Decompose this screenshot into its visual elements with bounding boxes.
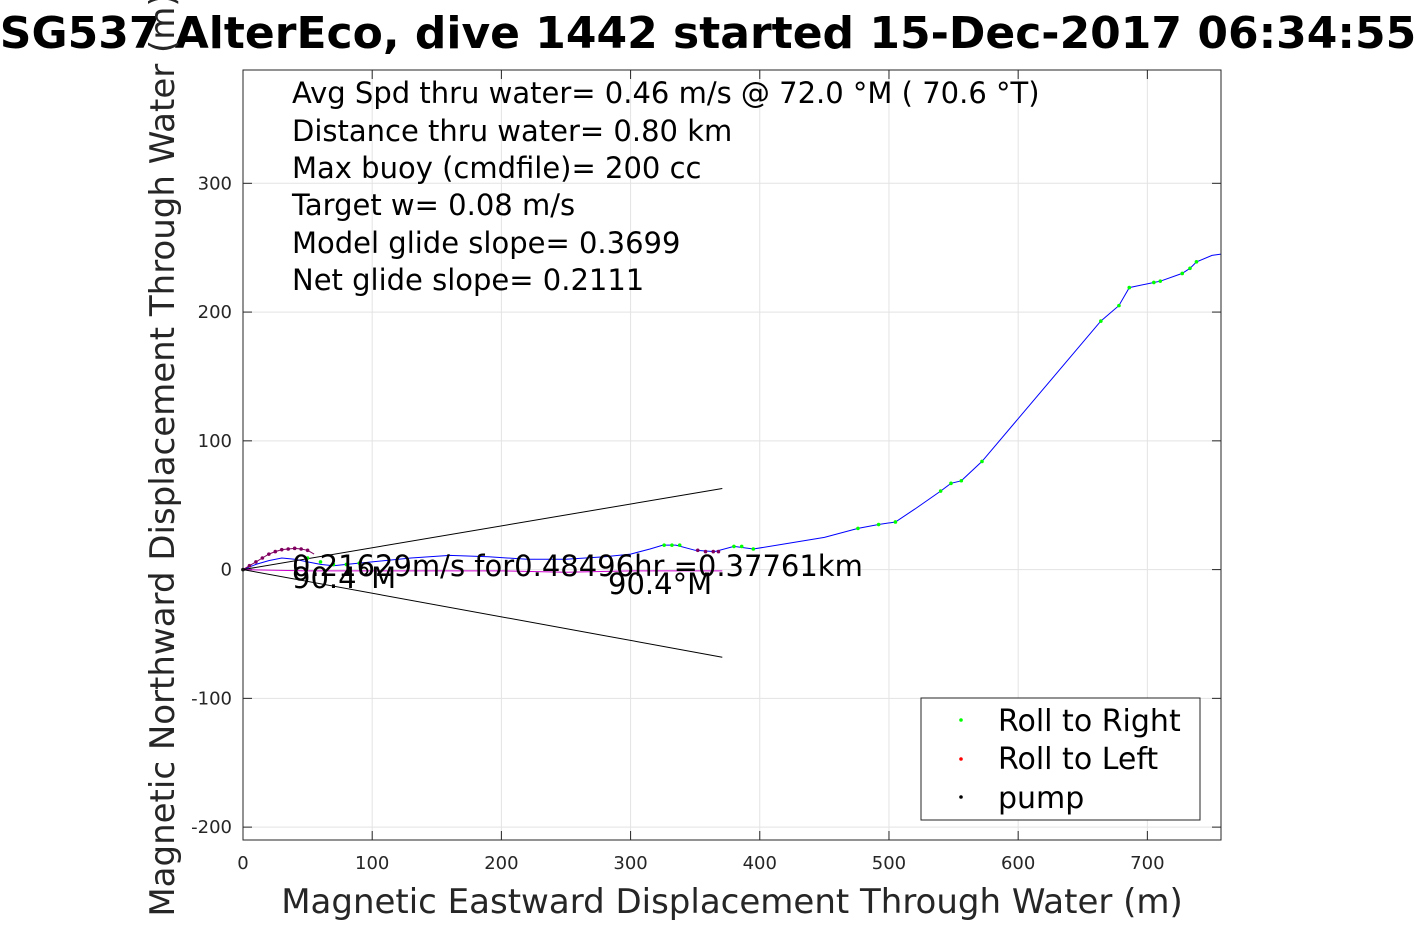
- roll-left-point: [279, 547, 284, 552]
- roll-right-point: [1194, 260, 1199, 264]
- roll-right-point: [1127, 285, 1132, 290]
- series-current: [242, 569, 723, 573]
- roll-left-point: [254, 560, 258, 564]
- roll-right-point: [1188, 266, 1192, 271]
- y-tick-label: 300: [198, 173, 232, 194]
- roll-right-point: [732, 544, 736, 549]
- roll-right-point: [959, 478, 964, 483]
- roll-right-point: [856, 526, 860, 531]
- heading-label-start: 90.4°M: [292, 561, 396, 595]
- roll-right-point: [305, 556, 310, 560]
- legend-marker-pump: [959, 795, 963, 799]
- roll-right-point: [980, 459, 984, 464]
- target-w-text: Target w= 0.08 m/s: [291, 188, 575, 222]
- max-buoy-text: Max buoy (cmdfile)= 200 cc: [292, 151, 701, 185]
- roll-right-point: [893, 520, 898, 524]
- roll-right-point: [344, 562, 349, 567]
- x-tick-label: 300: [613, 853, 647, 874]
- roll-right-point: [677, 543, 682, 547]
- model-glide-slope-text: Model glide slope= 0.3699: [292, 226, 680, 260]
- roll-right-point: [739, 544, 744, 549]
- roll-right-point: [318, 560, 323, 564]
- roll-left-point: [286, 547, 291, 551]
- legend-label-pump: pump: [998, 781, 1084, 816]
- series: [242, 253, 1222, 658]
- roll-left-point: [305, 548, 310, 553]
- roll-right-point: [1117, 303, 1121, 308]
- roll-right-point: [1180, 271, 1185, 276]
- net-glide-slope-text: Net glide slope= 0.2111: [292, 263, 644, 297]
- roll-left-point: [247, 563, 252, 568]
- roll-right-point: [751, 547, 756, 551]
- avg-speed-text: Avg Spd thru water= 0.46 m/s @ 72.0 °M (…: [292, 76, 1040, 110]
- y-tick-label: -200: [191, 817, 232, 838]
- roll-left-point: [695, 548, 700, 553]
- legend: Roll to Right Roll to Left pump: [920, 697, 1201, 821]
- roll-right-point: [1158, 279, 1163, 283]
- roll-right-point: [670, 543, 674, 547]
- series-track: [242, 253, 1222, 571]
- y-tick-label: 200: [198, 302, 232, 323]
- x-axis-label: Magnetic Eastward Displacement Through W…: [281, 882, 1183, 922]
- x-tick-label: 400: [743, 853, 777, 874]
- roll-right-point: [662, 543, 666, 547]
- roll-left-point: [273, 549, 278, 554]
- y-axis-label: Magnetic Northward Displacement Through …: [143, 0, 183, 917]
- roll-right-point: [938, 489, 943, 493]
- x-tick-label: 200: [484, 853, 518, 874]
- distance-text: Distance thru water= 0.80 km: [292, 114, 732, 148]
- x-tick-label: 700: [1130, 853, 1164, 874]
- roll-left-point: [711, 549, 716, 554]
- roll-right-point: [331, 562, 336, 567]
- current-label: 0.21629m/s for0.48496hr =0.37761km: [292, 549, 863, 583]
- series-cone-lower: [242, 569, 723, 658]
- y-tick-label: -100: [191, 688, 232, 709]
- stats-annotations: Avg Spd thru water= 0.46 m/s @ 72.0 °M (…: [291, 76, 1040, 297]
- x-tick-label: 600: [1001, 853, 1035, 874]
- legend-box: [920, 697, 1201, 821]
- x-tick-label: 100: [355, 853, 389, 874]
- legend-label-roll-left: Roll to Left: [998, 742, 1158, 777]
- markers: [241, 260, 1199, 572]
- roll-right-point: [876, 522, 881, 527]
- heading-label-end: 90.4°M: [608, 567, 712, 601]
- roll-right-point: [1152, 280, 1156, 285]
- roll-left-point: [716, 549, 721, 554]
- legend-marker-roll-left: [959, 757, 963, 761]
- series-cone-upper: [242, 488, 723, 571]
- roll-left-point: [703, 549, 708, 554]
- plot-frame: [242, 69, 1222, 841]
- x-tick-label: 0: [237, 853, 248, 874]
- roll-right-point: [1099, 319, 1103, 323]
- roll-right-point: [949, 481, 953, 486]
- axis-ticks: 0 100 200 300 400 500 600 700 -200 -100 0 100 200 300: [191, 70, 1221, 874]
- x-tick-label: 500: [872, 853, 906, 874]
- legend-label-roll-right: Roll to Right: [998, 704, 1181, 739]
- roll-left-point: [299, 547, 303, 551]
- chart-title: SG537 AlterEco, dive 1442 started 15-Dec…: [0, 8, 1416, 59]
- roll-left-point: [292, 546, 297, 551]
- roll-left-point: [267, 552, 271, 556]
- y-tick-label: 0: [221, 560, 232, 581]
- y-tick-label: 100: [198, 431, 232, 452]
- roll-left-point: [260, 556, 265, 560]
- roll-right-point: [357, 561, 362, 565]
- legend-marker-roll-right: [959, 718, 963, 722]
